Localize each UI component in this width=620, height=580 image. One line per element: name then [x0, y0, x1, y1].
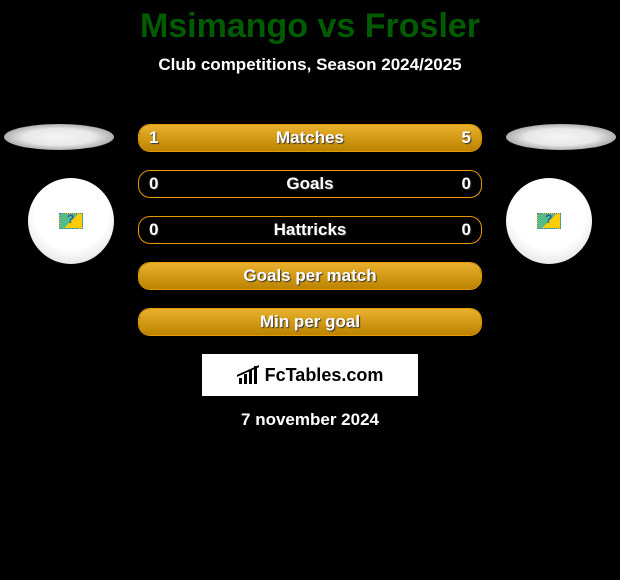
bar-value-right: 5 [452, 125, 481, 151]
bar-label: Min per goal [139, 309, 481, 335]
bar-value-left: 1 [139, 125, 168, 151]
bar-value-left: 0 [139, 217, 168, 243]
bar-value-right: 0 [452, 171, 481, 197]
page-subtitle: Club competitions, Season 2024/2025 [0, 55, 620, 75]
stat-bar: Hattricks0 0 [138, 216, 482, 244]
logo-box: FcTables.com [202, 354, 418, 396]
stat-bar: Matches1 5 [138, 124, 482, 152]
comparison-bars: Matches15Goals00Hattricks00Goals per mat… [138, 124, 482, 354]
avatar-right [506, 178, 592, 264]
stat-bar: Goals per match [138, 262, 482, 290]
stat-bar: Goals0 0 [138, 170, 482, 198]
page-title: Msimango vs Frosler [0, 0, 620, 45]
avatar-shadow-right [506, 124, 616, 150]
bar-label: Goals [139, 171, 481, 197]
bar-label: Goals per match [139, 263, 481, 289]
avatar-shadow-left [4, 124, 114, 150]
bar-label: Hattricks [139, 217, 481, 243]
chart-icon [237, 366, 261, 384]
date-text: 7 november 2024 [0, 410, 620, 430]
bar-label: Matches [139, 125, 481, 151]
stat-bar: Min per goal [138, 308, 482, 336]
bar-value-right: 0 [452, 217, 481, 243]
avatar-left [28, 178, 114, 264]
bar-value-left: 0 [139, 171, 168, 197]
flag-unknown-icon [59, 213, 83, 229]
flag-unknown-icon [537, 213, 561, 229]
logo-text: FcTables.com [265, 365, 384, 386]
